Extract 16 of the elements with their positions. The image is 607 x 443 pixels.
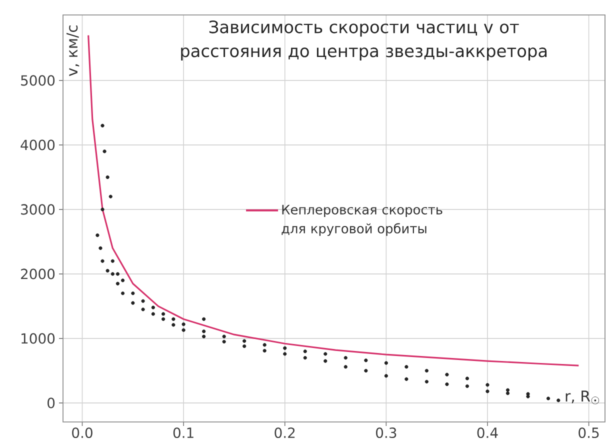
text: Зависимость скорости частиц v от расстояния до центра звезды-аккретора (181, 20, 547, 61)
x-axis-title: r, R$_{☉}$ (566, 390, 600, 404)
x-tick-label: 0.2 (274, 427, 295, 438)
y-tick-label: 4000 (20, 140, 55, 150)
y-tick-label: 3000 (21, 204, 55, 215)
x-tick-label: 0.3 (376, 427, 396, 438)
y-tick-label: 1000 (22, 333, 55, 344)
x-tick-label: 0.0 (72, 427, 92, 438)
x-tick-label: 0.1 (173, 427, 194, 438)
y-axis-title: v, км/с (66, 26, 80, 76)
y-tick-label: 0 (48, 398, 55, 408)
y-tick-label: 5000 (21, 75, 55, 86)
y-tick-label: 2000 (21, 268, 55, 280)
x-tick-label: 0.5 (578, 427, 599, 438)
legend-label: Кеплеровская скорость для круговой орбиты (282, 204, 442, 236)
x-tick-label: 0.4 (477, 427, 498, 438)
